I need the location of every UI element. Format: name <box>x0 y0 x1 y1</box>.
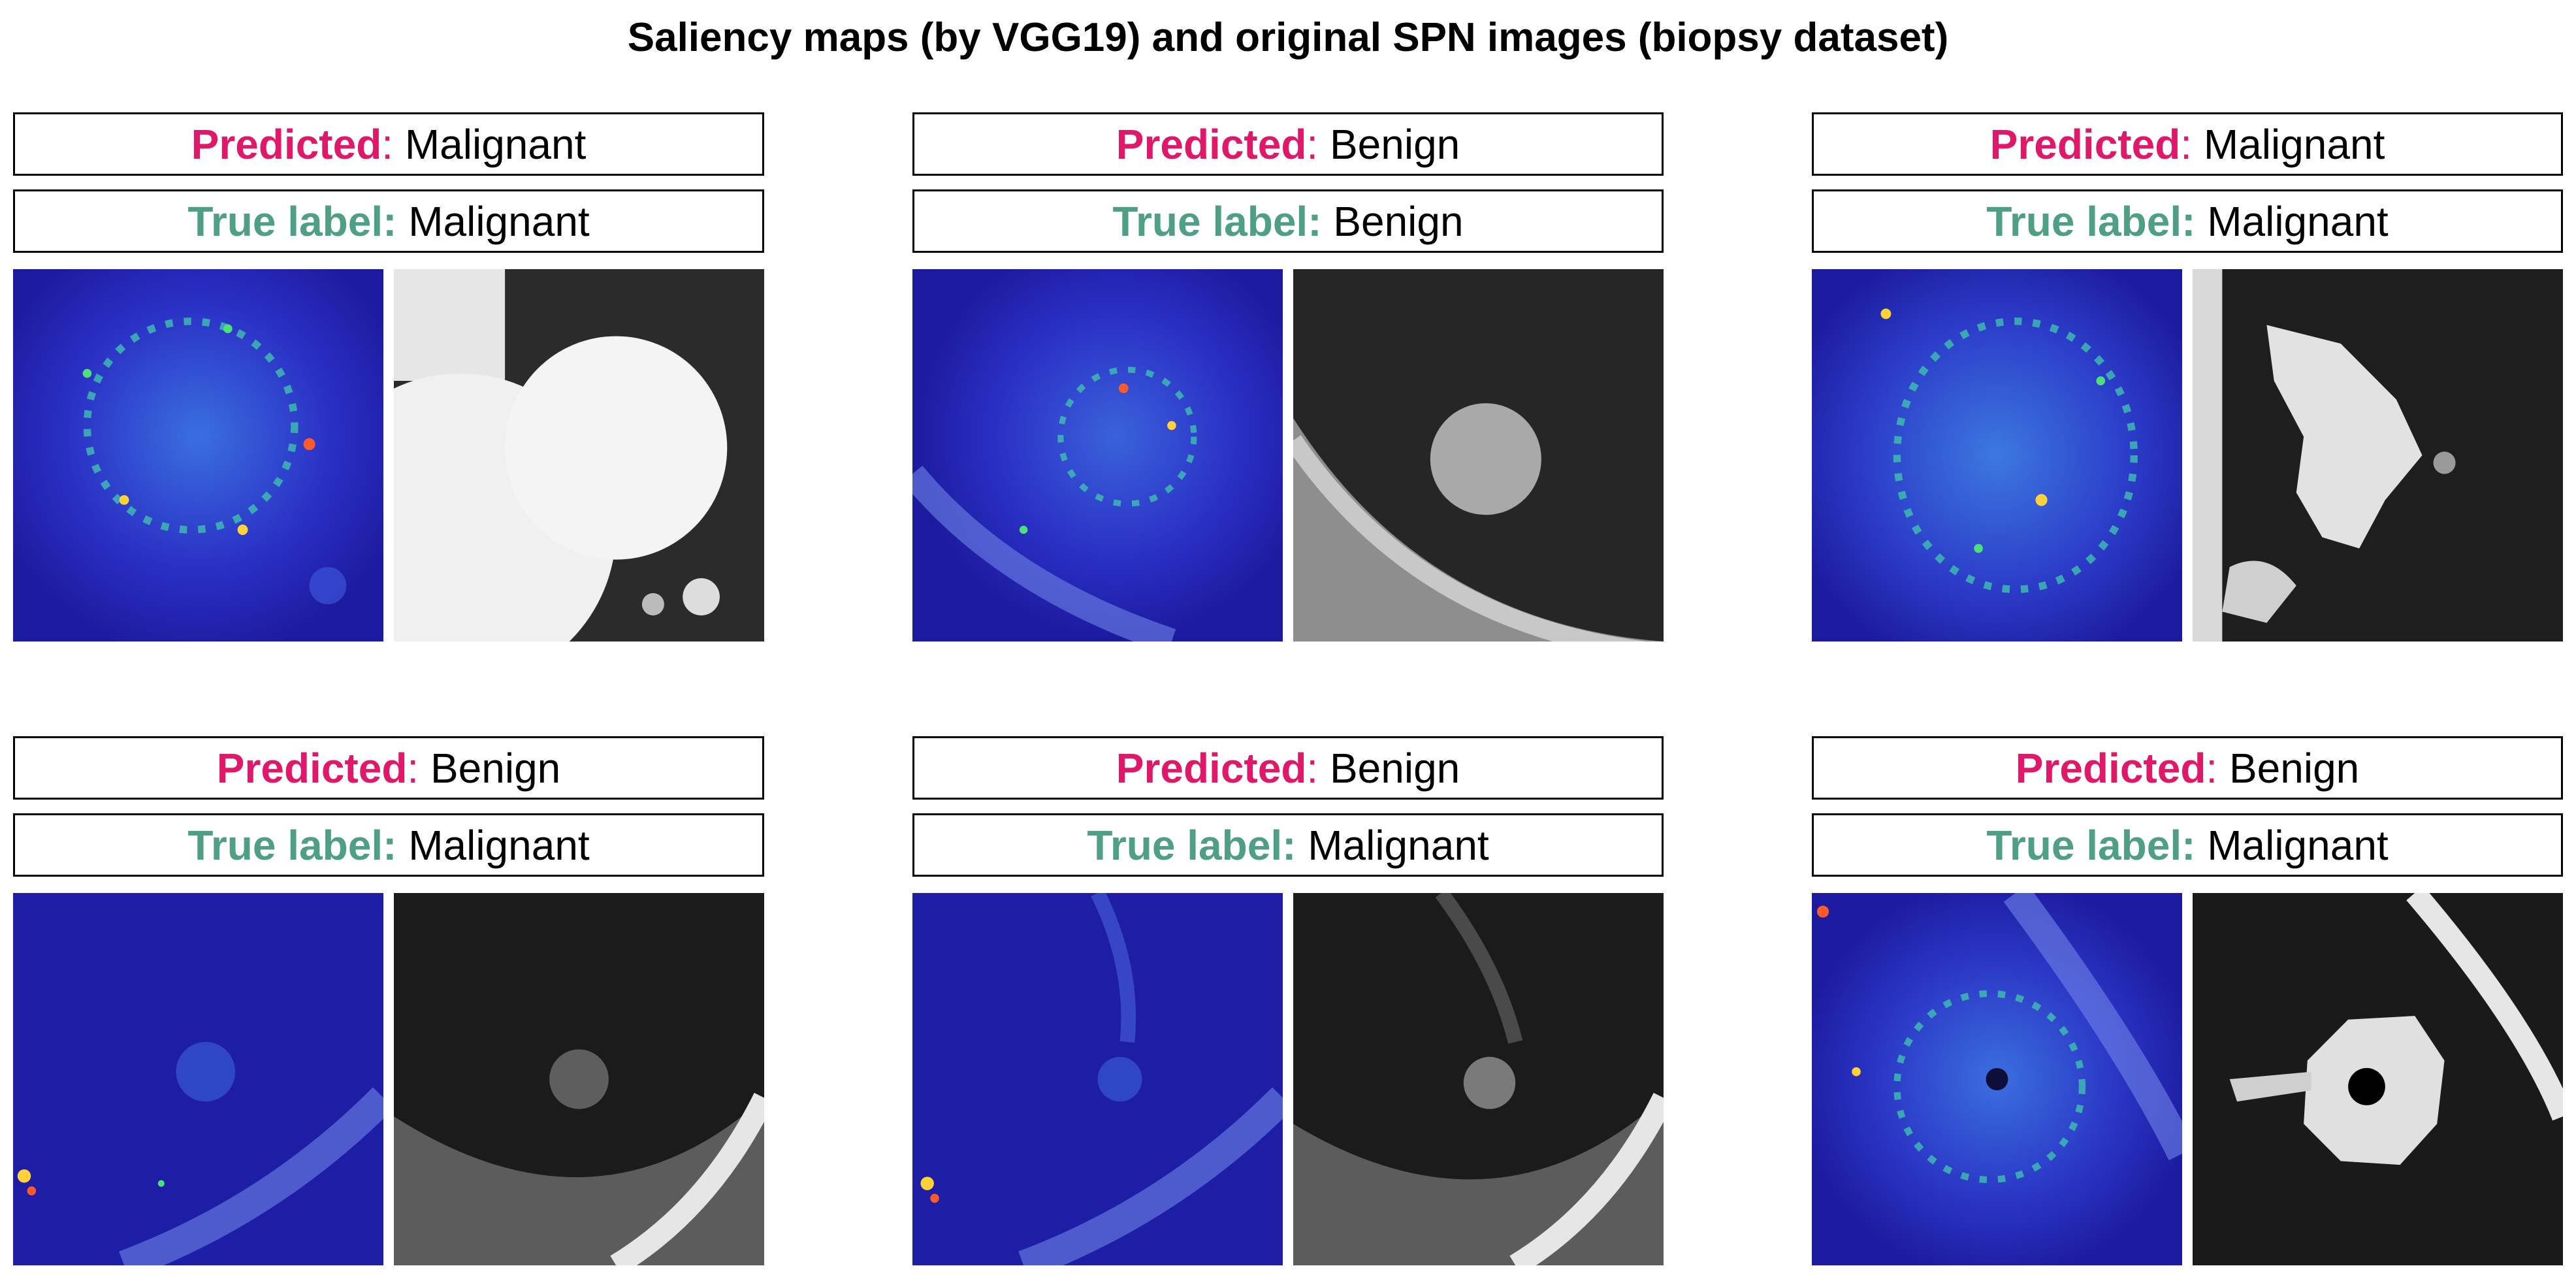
ct-image <box>394 893 764 1265</box>
saliency-map-image <box>1812 893 2182 1265</box>
true-label-key: True label: <box>187 821 397 869</box>
predicted-label-box: Predicted: Benign <box>1812 736 2563 800</box>
saliency-map-image <box>13 269 383 642</box>
true-label-value: Malignant <box>1308 821 1489 869</box>
true-label-value: Malignant <box>408 197 590 245</box>
predicted-value: Benign <box>2229 744 2360 792</box>
predicted-label-box: Predicted: Benign <box>13 736 764 800</box>
ct-image <box>394 269 764 642</box>
predicted-label-box: Predicted: Benign <box>912 736 1664 800</box>
true-label-box: True label: Benign <box>912 189 1664 253</box>
true-label-box: True label: Malignant <box>1812 813 2563 877</box>
predicted-key: Predicted <box>1989 120 2181 168</box>
ct-image <box>1293 269 1664 642</box>
true-label-key: True label: <box>1112 197 1322 245</box>
true-label-box: True label: Malignant <box>1812 189 2563 253</box>
true-label-value: Malignant <box>408 821 590 869</box>
predicted-key: Predicted <box>1116 744 1307 792</box>
saliency-map-image <box>13 893 383 1265</box>
saliency-map-image <box>1812 269 2182 642</box>
true-label-key: True label: <box>187 197 397 245</box>
predicted-key: Predicted <box>1116 120 1307 168</box>
predicted-value: Benign <box>1329 120 1460 168</box>
figure-title: Saliency maps (by VGG19) and original SP… <box>627 15 1949 60</box>
predicted-value: Benign <box>1329 744 1460 792</box>
ct-image <box>1293 893 1664 1265</box>
saliency-map-image <box>912 269 1283 642</box>
true-label-key: True label: <box>1986 821 2196 869</box>
predicted-value: Malignant <box>404 120 587 168</box>
true-label-key: True label: <box>1986 197 2196 245</box>
true-label-value: Benign <box>1333 197 1464 245</box>
ct-image <box>2193 893 2563 1265</box>
predicted-label-box: Predicted: Malignant <box>1812 112 2563 176</box>
predicted-key: Predicted <box>216 744 408 792</box>
predicted-label-box: Predicted: Malignant <box>13 112 764 176</box>
true-label-value: Malignant <box>2207 821 2389 869</box>
ct-image <box>2193 269 2563 642</box>
true-label-box: True label: Malignant <box>13 189 764 253</box>
true-label-value: Malignant <box>2207 197 2389 245</box>
predicted-label-box: Predicted: Benign <box>912 112 1664 176</box>
predicted-key: Predicted <box>191 120 382 168</box>
true-label-box: True label: Malignant <box>13 813 764 877</box>
true-label-key: True label: <box>1087 821 1296 869</box>
predicted-value: Benign <box>430 744 561 792</box>
true-label-box: True label: Malignant <box>912 813 1664 877</box>
predicted-value: Malignant <box>2203 120 2385 168</box>
predicted-key: Predicted <box>2015 744 2206 792</box>
saliency-map-image <box>912 893 1283 1265</box>
